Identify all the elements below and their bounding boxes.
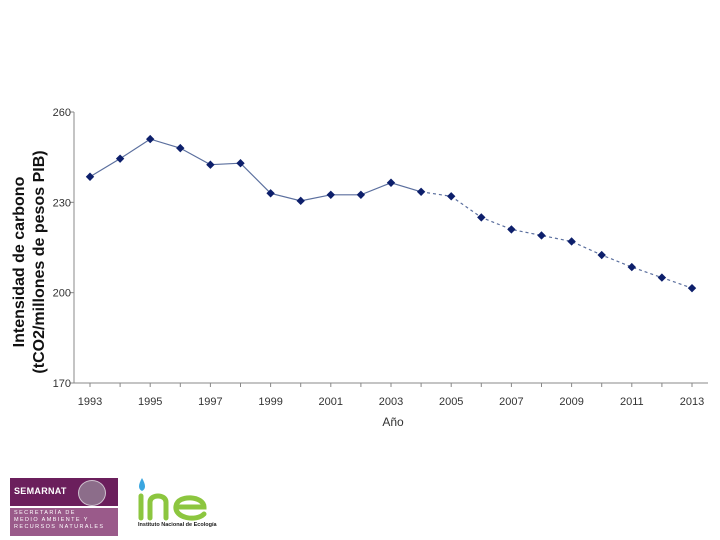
x-axis-label: Año (382, 415, 404, 429)
semarnat-name: SEMARNAT (14, 486, 67, 496)
data-point-marker (236, 158, 245, 168)
data-point-marker (266, 189, 275, 198)
data-point-marker (115, 154, 125, 163)
data-point-marker (537, 231, 546, 240)
x-tick-label: 1997 (198, 396, 222, 408)
data-point-marker (477, 213, 486, 222)
axes (73, 112, 708, 384)
y-tick-label: 230 (53, 197, 71, 209)
x-tick-label: 1995 (138, 396, 162, 408)
series-line-historical (89, 138, 422, 202)
coat-of-arms-icon (78, 480, 106, 506)
y-axis-label-line1: Intensidad de carbono (11, 176, 28, 347)
data-point-marker (176, 143, 185, 153)
data-point-marker (356, 190, 366, 200)
data-point-marker (447, 192, 456, 201)
ine-logo-mark-icon (138, 478, 207, 521)
x-tick-label: 2007 (499, 396, 523, 408)
y-tick-label: 200 (53, 288, 71, 300)
x-tick-label: 2005 (439, 396, 463, 408)
data-point-marker (146, 134, 155, 144)
ine-logo: Instituto Nacional de Ecología (132, 476, 232, 534)
x-tick-label: 2001 (319, 396, 343, 408)
data-point-marker (386, 178, 396, 187)
series (85, 134, 697, 293)
data-point-marker (687, 283, 697, 293)
data-point-marker (657, 273, 667, 282)
data-point-marker (567, 237, 576, 246)
semarnat-logo-band: SEMARNAT (10, 478, 118, 506)
series-line-projected (421, 191, 693, 289)
ticks: 170 200 230 260 1993 1995 1997 1999 2001 2003 2005… (53, 107, 705, 408)
data-point-marker (85, 172, 95, 181)
semarnat-line-3: RECURSOS NATURALES (14, 524, 105, 530)
semarnat-line-1: SECRETARÍA DE (14, 510, 76, 516)
x-tick-label: 2003 (379, 396, 403, 408)
y-tick-label: 260 (53, 107, 71, 119)
semarnat-line-2: MEDIO AMBIENTE Y (14, 517, 89, 523)
data-point-marker (206, 160, 215, 169)
data-point-marker (416, 187, 426, 196)
ine-name: Instituto Nacional de Ecología (138, 522, 217, 528)
x-tick-label: 2011 (620, 396, 644, 408)
data-point-marker (627, 262, 636, 272)
data-point-marker (326, 190, 335, 200)
x-tick-label: 1993 (78, 396, 102, 408)
y-tick-label: 170 (53, 378, 71, 390)
y-axis-label-line2: (tCO2/millones de pesos PIB) (31, 150, 48, 373)
semarnat-subtitle: SECRETARÍA DE MEDIO AMBIENTE Y RECURSOS … (10, 508, 118, 536)
semarnat-logo: SEMARNAT SECRETARÍA DE MEDIO AMBIENTE Y … (10, 478, 118, 536)
data-point-marker (597, 250, 606, 260)
x-tick-label: 2009 (559, 396, 583, 408)
x-tick-label: 2013 (680, 396, 704, 408)
x-tick-label: 1999 (258, 396, 282, 408)
data-point-marker (507, 225, 516, 234)
data-point-marker (296, 196, 305, 206)
